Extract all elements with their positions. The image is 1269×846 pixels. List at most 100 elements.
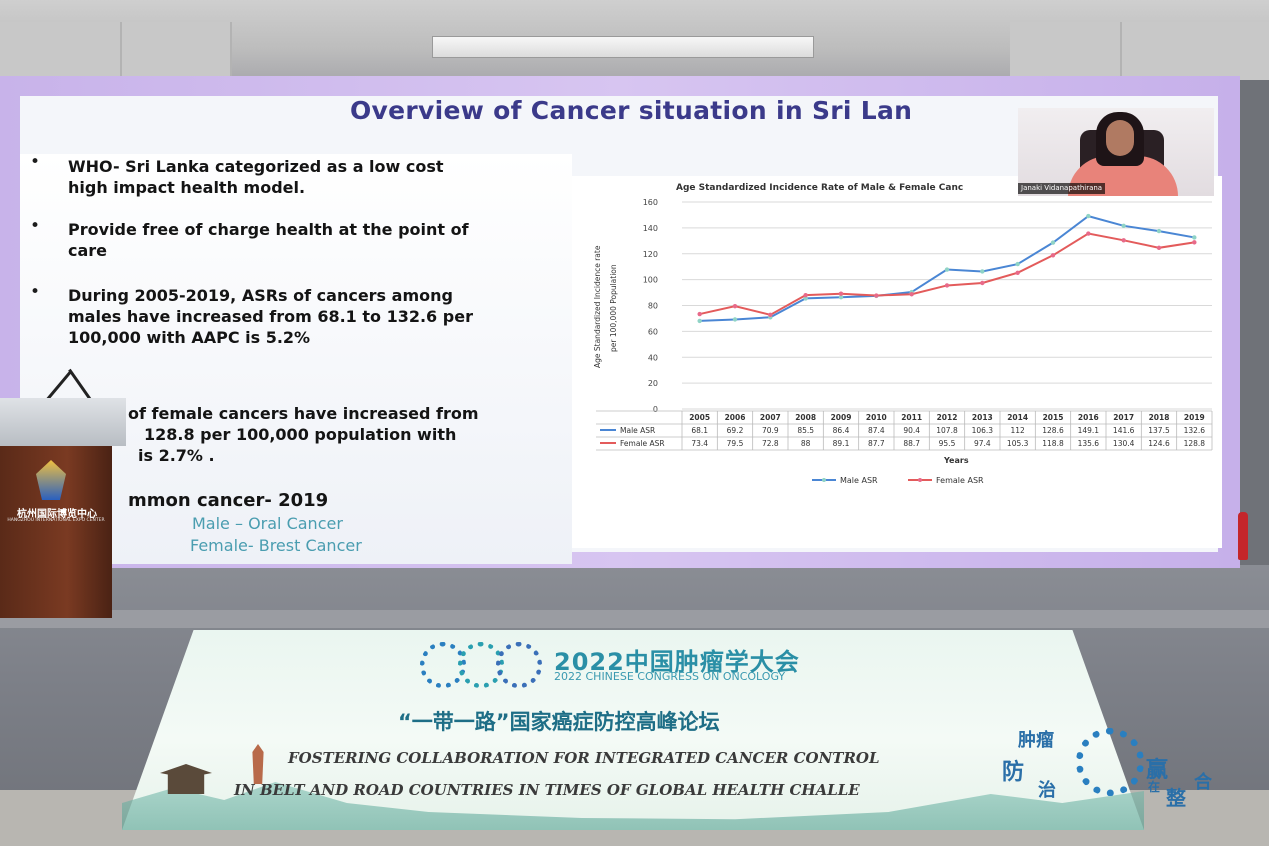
ceiling-panel [0, 22, 122, 80]
data-label: 85.5 [797, 426, 814, 435]
data-label: 137.5 [1148, 426, 1170, 435]
bullet-line: is 2.7% . [138, 446, 215, 465]
x-tick-label: 2007 [760, 413, 781, 422]
data-point [768, 312, 773, 318]
y-tick-label: 160 [643, 198, 658, 207]
x-tick-label: 2019 [1184, 413, 1205, 422]
bullet-line: Provide free of charge health at the poi… [68, 220, 469, 239]
chart-ylabel: per 100,000 Population [609, 264, 618, 352]
data-point [838, 295, 844, 300]
speaker-face [1106, 120, 1134, 156]
chart-title: Age Standardized Incidence Rate of Male … [676, 183, 963, 193]
sub-item: Male – Oral Cancer [192, 514, 343, 533]
data-label: 69.2 [727, 426, 744, 435]
podium-name-cn: 杭州国际博览中心 [17, 509, 97, 520]
bullet-line: care [68, 241, 108, 260]
table-series-name: Female ASR [620, 439, 665, 448]
data-label: 135.6 [1078, 439, 1100, 448]
data-point [1192, 235, 1197, 240]
corner-logo-icon [1076, 728, 1144, 796]
data-point [980, 280, 985, 286]
data-label: 72.8 [762, 439, 779, 448]
legend-label: Male ASR [840, 476, 878, 485]
pagoda-illustration [252, 744, 264, 784]
data-label: 97.4 [974, 439, 991, 448]
data-point [1015, 270, 1020, 275]
data-label: 107.8 [936, 426, 958, 435]
bullet-text: WHO- Sri Lanka categorized as a low cost… [68, 156, 444, 198]
bullet-line: males have increased from 68.1 to 132.6 … [68, 307, 473, 326]
data-label: 68.1 [691, 426, 708, 435]
data-point [1156, 245, 1162, 250]
bullet-text: mmon cancer- 2019 [128, 490, 328, 511]
congress-title-en: 2022 CHINESE CONGRESS ON ONCOLOGY [554, 670, 786, 683]
data-label: 130.4 [1113, 439, 1135, 448]
x-tick-label: 2008 [795, 413, 816, 422]
bullet-line: During 2005-2019, ASRs of cancers among [68, 286, 453, 305]
y-tick-label: 120 [643, 250, 658, 259]
data-point [980, 269, 985, 274]
data-label: 149.1 [1078, 426, 1100, 435]
data-point [1086, 213, 1091, 219]
corner-char: 肿瘤 [1018, 730, 1054, 751]
data-point [732, 317, 738, 322]
data-label: 73.4 [691, 439, 708, 448]
data-point [1192, 240, 1197, 245]
data-label: 132.6 [1184, 426, 1206, 435]
data-point [697, 318, 702, 324]
data-label: 124.6 [1148, 439, 1170, 448]
x-tick-label: 2012 [937, 413, 958, 422]
data-point [803, 292, 808, 298]
data-label: 88.7 [903, 439, 920, 448]
y-tick-label: 40 [648, 353, 658, 362]
x-tick-label: 2014 [1007, 413, 1028, 422]
data-point [1050, 240, 1056, 245]
congress-logo-icon [496, 642, 542, 688]
legend-marker [822, 478, 826, 482]
ceiling-panel [1122, 22, 1269, 80]
data-point [944, 283, 950, 288]
x-tick-label: 2011 [901, 413, 922, 422]
bullet-text: of female cancers have increased from 12… [128, 403, 479, 466]
y-tick-label: 20 [648, 379, 658, 388]
data-label: 95.5 [939, 439, 956, 448]
ceiling-panel [122, 22, 232, 80]
y-tick-label: 140 [643, 224, 658, 233]
chart-ylabel: Age Standardized Incidence rate [593, 245, 602, 368]
bullet-marker: • [30, 282, 41, 302]
data-label: 90.4 [903, 426, 920, 435]
data-label: 79.5 [727, 439, 744, 448]
data-point [1015, 261, 1020, 267]
data-label: 118.8 [1042, 439, 1064, 448]
data-point [874, 293, 879, 298]
data-point [697, 311, 702, 317]
corner-char: 赢 [1146, 758, 1169, 783]
corner-char: 合 [1194, 772, 1212, 793]
slide-title: Overview of Cancer situation in Sri Lan [350, 96, 913, 125]
data-label: 106.3 [972, 426, 994, 435]
x-tick-label: 2017 [1113, 413, 1134, 422]
data-label: 70.9 [762, 426, 779, 435]
data-point [1156, 228, 1162, 234]
y-tick-label: 60 [648, 327, 658, 336]
x-tick-label: 2009 [831, 413, 852, 422]
corner-char: 整 [1166, 786, 1186, 810]
fire-extinguisher [1238, 512, 1248, 560]
x-tick-label: 2006 [725, 413, 746, 422]
chart-xlabel: Years [943, 456, 969, 465]
data-point [838, 291, 844, 296]
data-point [1050, 253, 1056, 258]
data-label: 87.7 [868, 439, 885, 448]
forum-title-en-line2: IN BELT AND ROAD COUNTRIES IN TIMES OF G… [234, 781, 860, 799]
legend-marker [918, 478, 922, 482]
data-point [1121, 238, 1126, 243]
data-label: 87.4 [868, 426, 885, 435]
legend-label: Female ASR [936, 476, 984, 485]
banner-corner-logo: 肿瘤 防 治 赢 在 整 合 [1002, 716, 1260, 816]
bullet-line: high impact health model. [68, 178, 306, 197]
data-point [1121, 223, 1126, 229]
slide-text-panel [20, 154, 572, 564]
data-point [732, 303, 738, 309]
bullet-line: 128.8 per 100,000 population with [144, 425, 457, 444]
congress-title-cn: 2022中国肿瘤学大会 [554, 648, 800, 676]
